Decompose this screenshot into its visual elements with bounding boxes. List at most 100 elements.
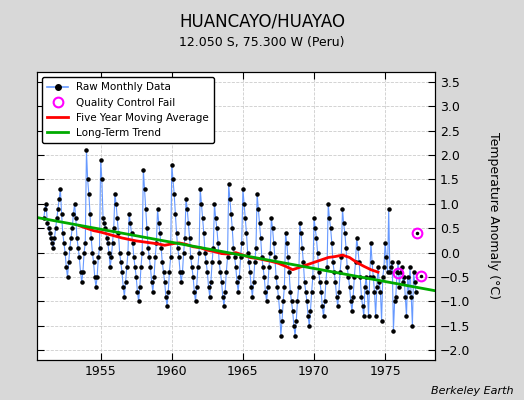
- Point: [172, 230, 181, 236]
- Point: [119, 284, 127, 290]
- Point: [398, 264, 406, 270]
- Point: [276, 308, 284, 314]
- Point: [340, 220, 348, 226]
- Point: [227, 210, 235, 217]
- Point: [213, 225, 221, 232]
- Point: [266, 250, 275, 256]
- Point: [354, 244, 362, 251]
- Point: [351, 259, 359, 266]
- Point: [303, 298, 311, 305]
- Point: [149, 288, 157, 295]
- Point: [81, 240, 90, 246]
- Point: [77, 269, 85, 275]
- Point: [305, 323, 313, 329]
- Point: [399, 279, 407, 285]
- Point: [325, 215, 334, 222]
- Point: [70, 200, 79, 207]
- Point: [131, 264, 139, 270]
- Point: [373, 284, 381, 290]
- Point: [345, 284, 354, 290]
- Point: [301, 288, 310, 295]
- Point: [47, 235, 55, 241]
- Point: [387, 264, 395, 270]
- Point: [219, 293, 227, 300]
- Point: [254, 206, 263, 212]
- Point: [280, 284, 289, 290]
- Point: [381, 240, 389, 246]
- Point: [402, 313, 411, 319]
- Point: [118, 269, 126, 275]
- Point: [353, 235, 361, 241]
- Point: [335, 288, 343, 295]
- Point: [220, 303, 228, 310]
- Point: [154, 206, 162, 212]
- Point: [334, 303, 342, 310]
- Point: [136, 284, 144, 290]
- Point: [66, 244, 74, 251]
- Point: [228, 225, 236, 232]
- Point: [282, 240, 291, 246]
- Point: [178, 269, 187, 275]
- Point: [169, 176, 177, 182]
- Point: [174, 254, 183, 261]
- Point: [133, 288, 141, 295]
- Point: [143, 225, 151, 232]
- Point: [99, 215, 107, 222]
- Point: [205, 293, 214, 300]
- Point: [412, 288, 420, 295]
- Point: [100, 220, 108, 226]
- Point: [90, 259, 98, 266]
- Point: [147, 279, 156, 285]
- Point: [241, 215, 249, 222]
- Point: [105, 250, 113, 256]
- Point: [159, 269, 168, 275]
- Point: [124, 250, 132, 256]
- Text: 12.050 S, 75.300 W (Peru): 12.050 S, 75.300 W (Peru): [179, 36, 345, 49]
- Point: [120, 293, 128, 300]
- Point: [87, 235, 95, 241]
- Point: [157, 244, 166, 251]
- Point: [368, 259, 376, 266]
- Point: [223, 254, 232, 261]
- Point: [259, 264, 267, 270]
- Point: [319, 313, 328, 319]
- Point: [297, 230, 305, 236]
- Point: [93, 274, 101, 280]
- Point: [40, 215, 48, 222]
- Point: [317, 288, 325, 295]
- Point: [355, 259, 363, 266]
- Point: [139, 166, 148, 173]
- Point: [151, 254, 159, 261]
- Point: [82, 147, 91, 153]
- Point: [296, 220, 304, 226]
- Point: [341, 230, 349, 236]
- Point: [52, 215, 61, 222]
- Point: [403, 274, 412, 280]
- Point: [122, 279, 130, 285]
- Point: [304, 313, 312, 319]
- Point: [337, 254, 345, 261]
- Point: [344, 274, 353, 280]
- Point: [80, 250, 88, 256]
- Point: [137, 264, 145, 270]
- Point: [69, 210, 78, 217]
- Point: [221, 288, 230, 295]
- Point: [293, 298, 302, 305]
- Point: [83, 176, 92, 182]
- Point: [111, 191, 119, 197]
- Point: [170, 191, 178, 197]
- Point: [356, 274, 365, 280]
- Point: [56, 186, 64, 192]
- Point: [252, 244, 260, 251]
- Point: [273, 284, 281, 290]
- Point: [177, 279, 185, 285]
- Point: [41, 206, 49, 212]
- Point: [194, 264, 202, 270]
- Point: [196, 186, 204, 192]
- Point: [330, 269, 339, 275]
- Point: [346, 298, 355, 305]
- Point: [395, 284, 403, 290]
- Point: [155, 220, 163, 226]
- Point: [267, 215, 276, 222]
- Point: [411, 279, 419, 285]
